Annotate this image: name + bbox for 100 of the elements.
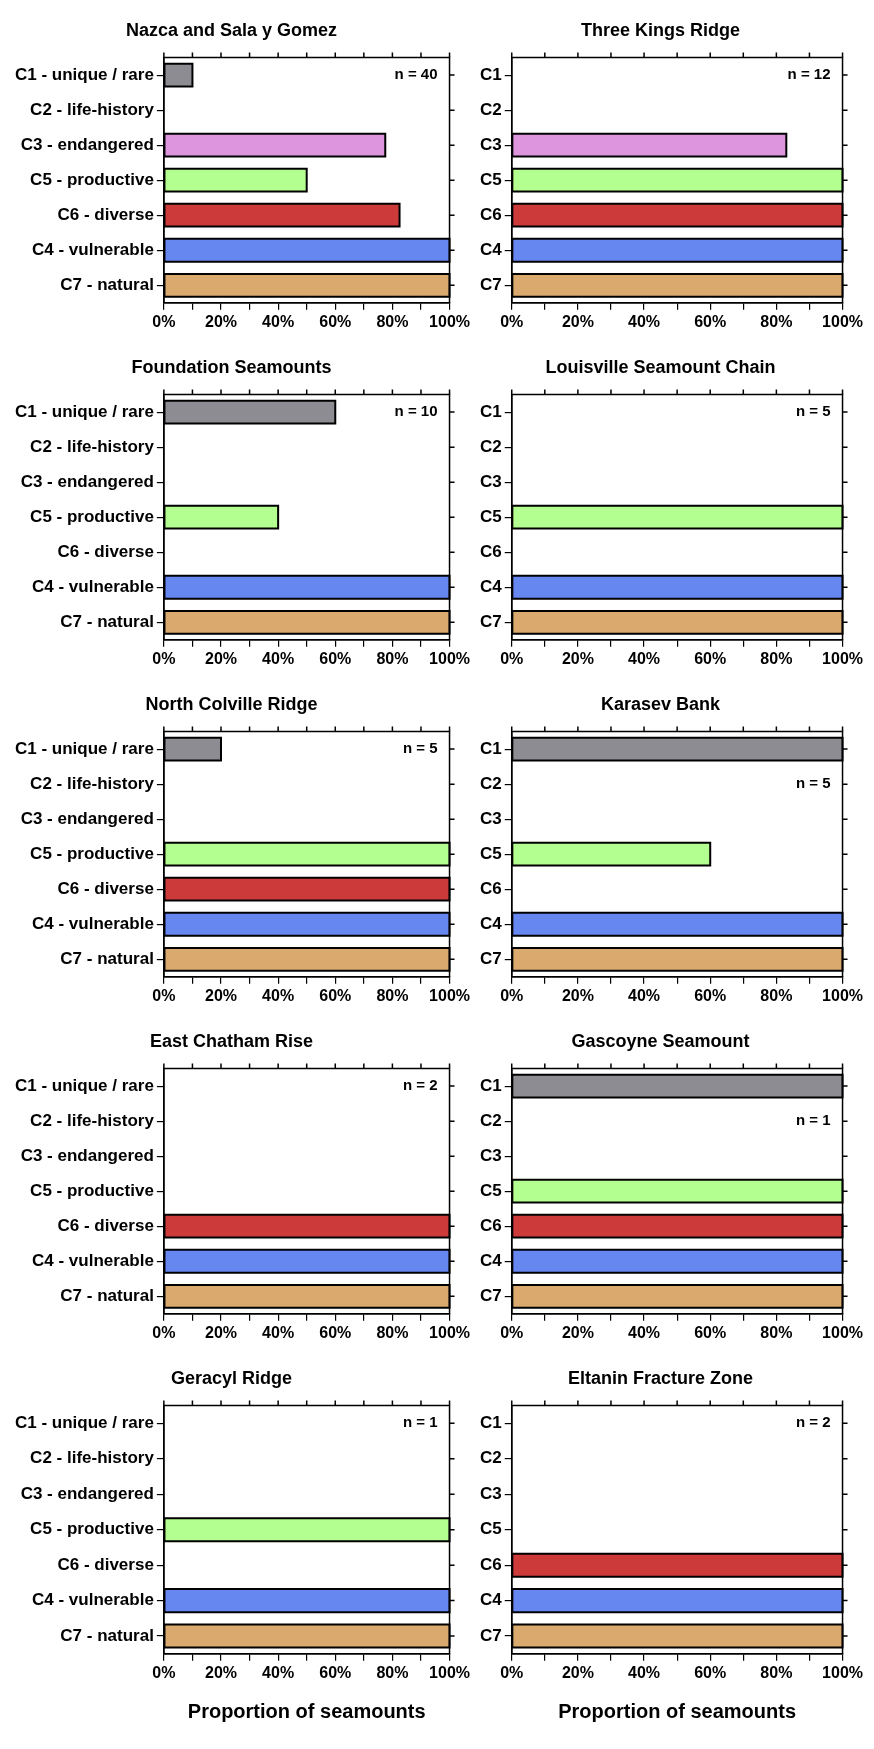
x-tick-label: 80% — [760, 986, 793, 1004]
x-tick-label: 40% — [628, 986, 661, 1004]
x-tick-label: 60% — [319, 1663, 352, 1681]
x-tick-label: 80% — [376, 986, 409, 1004]
y-tick-label: C6 - diverse — [57, 204, 154, 224]
x-tick-label: 40% — [262, 1663, 295, 1681]
x-tick-label: 80% — [760, 1323, 793, 1341]
y-tick-label: C6 — [480, 541, 502, 561]
y-tick-label: C6 - diverse — [57, 1215, 154, 1235]
chart-title: Nazca and Sala y Gomez — [125, 19, 338, 40]
y-tick-label: C5 — [480, 843, 502, 863]
chart-title: Foundation Seamounts — [131, 356, 332, 377]
y-tick-label: C7 — [480, 1625, 502, 1645]
x-tick-label: 0% — [152, 649, 176, 667]
y-tick-label: C7 - natural — [60, 1285, 154, 1305]
x-tick-label: 0% — [152, 986, 176, 1004]
y-tick-label: C3 — [480, 471, 502, 491]
x-tick-label: 100% — [822, 312, 863, 330]
y-tick-label: C3 — [480, 1145, 502, 1165]
x-tick-label: 20% — [204, 1663, 238, 1681]
x-tick-label: 20% — [561, 1323, 594, 1341]
y-tick-label: C7 — [480, 948, 502, 968]
x-tick-label: 100% — [429, 649, 470, 667]
x-tick-label: 60% — [694, 1323, 727, 1341]
y-tick-label: C4 - vulnerable — [31, 1250, 154, 1270]
x-tick-label: 0% — [152, 1663, 176, 1681]
annotation: n = 5 — [795, 402, 831, 420]
y-tick-label: C2 — [480, 99, 502, 119]
x-tick-label: 60% — [319, 649, 352, 667]
chart-title: East Chatham Rise — [149, 1030, 314, 1051]
x-tick-label: 20% — [204, 986, 238, 1004]
y-tick-label: C1 - unique / rare — [14, 1075, 154, 1095]
y-tick-label: C2 - life-history — [30, 1448, 155, 1468]
y-tick-label: C1 — [480, 1075, 502, 1095]
y-tick-label: C3 — [480, 134, 502, 154]
y-tick-label: C5 — [480, 1519, 502, 1539]
y-tick-label: C4 - vulnerable — [31, 576, 154, 596]
x-tick-label: 100% — [429, 1663, 470, 1681]
annotation: n = 5 — [402, 739, 438, 757]
x-axis-title: Proportion of seamounts — [187, 1699, 426, 1722]
y-tick-label: C7 - natural — [60, 1625, 154, 1645]
y-tick-label: C1 — [480, 738, 502, 758]
x-tick-label: 20% — [204, 649, 238, 667]
y-tick-label: C5 - productive — [30, 506, 154, 526]
y-tick-label: C7 — [480, 611, 502, 631]
x-tick-label: 20% — [561, 986, 594, 1004]
x-tick-label: 20% — [204, 312, 238, 330]
y-tick-label: C5 - productive — [30, 169, 154, 189]
y-tick-label: C7 - natural — [60, 948, 154, 968]
y-tick-label: C3 - endangered — [20, 1145, 154, 1165]
y-tick-label: C7 — [480, 1285, 502, 1305]
y-tick-label: C2 — [480, 436, 502, 456]
y-tick-label: C1 - unique / rare — [14, 401, 154, 421]
y-tick-label: C6 - diverse — [57, 878, 154, 898]
x-tick-label: 20% — [561, 312, 594, 330]
chart-title: Eltanin Fracture Zone — [567, 1367, 754, 1388]
x-tick-label: 80% — [376, 312, 409, 330]
y-tick-label: C4 — [480, 1590, 503, 1610]
chart-title: Three Kings Ridge — [580, 19, 741, 40]
chart-title: Louisville Seamount Chain — [545, 356, 776, 377]
y-tick-label: C5 - productive — [30, 843, 154, 863]
y-tick-label: C2 — [480, 1110, 502, 1130]
x-tick-label: 20% — [204, 1323, 238, 1341]
y-tick-label: C5 - productive — [30, 1180, 154, 1200]
x-tick-label: 60% — [694, 312, 727, 330]
y-tick-label: C6 - diverse — [57, 1554, 154, 1574]
x-tick-label: 80% — [376, 649, 409, 667]
annotation: n = 1 — [795, 1111, 831, 1129]
annotation: n = 12 — [787, 65, 831, 83]
y-tick-label: C2 - life-history — [30, 1110, 155, 1130]
y-tick-label: C1 — [480, 1413, 502, 1433]
y-tick-label: C2 - life-history — [30, 773, 155, 793]
x-tick-label: 40% — [262, 649, 295, 667]
x-tick-label: 40% — [628, 312, 661, 330]
y-tick-label: C3 - endangered — [20, 1483, 154, 1503]
x-tick-label: 20% — [561, 1663, 594, 1681]
y-tick-label: C3 - endangered — [20, 471, 154, 491]
x-tick-label: 80% — [760, 312, 793, 330]
x-tick-label: 40% — [262, 1323, 295, 1341]
x-tick-label: 40% — [262, 312, 295, 330]
x-tick-label: 100% — [429, 312, 470, 330]
x-tick-label: 100% — [822, 1663, 863, 1681]
x-tick-label: 0% — [500, 1323, 524, 1341]
y-tick-label: C6 — [480, 1554, 502, 1574]
x-tick-label: 60% — [694, 986, 727, 1004]
annotation: n = 2 — [402, 1076, 438, 1094]
y-tick-label: C1 - unique / rare — [14, 1413, 154, 1433]
y-tick-label: C4 - vulnerable — [31, 1590, 154, 1610]
x-tick-label: 0% — [500, 986, 524, 1004]
y-tick-label: C5 - productive — [30, 1519, 154, 1539]
y-tick-label: C6 — [480, 878, 502, 898]
y-tick-label: C4 — [480, 1250, 503, 1270]
y-tick-label: C2 — [480, 773, 502, 793]
y-tick-label: C6 — [480, 1215, 502, 1235]
annotation: n = 5 — [795, 774, 831, 792]
y-tick-label: C2 - life-history — [30, 99, 155, 119]
x-tick-label: 100% — [822, 986, 863, 1004]
y-tick-label: C6 - diverse — [57, 541, 154, 561]
y-tick-label: C1 - unique / rare — [14, 64, 154, 84]
y-tick-label: C1 - unique / rare — [14, 738, 154, 758]
